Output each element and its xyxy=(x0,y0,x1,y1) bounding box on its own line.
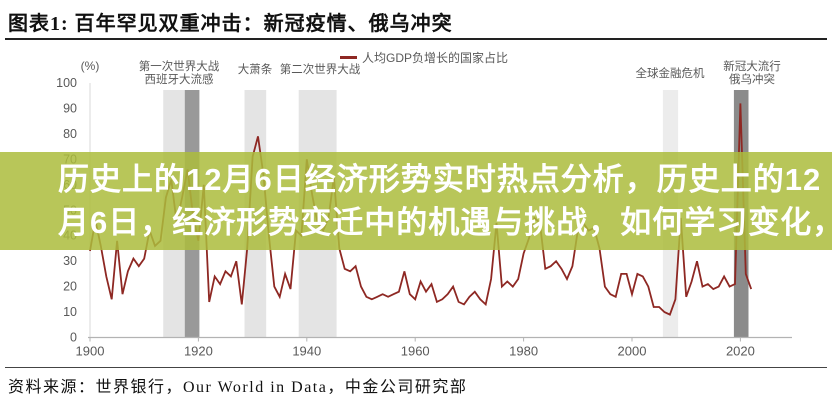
source-note: 资料来源：世界银行，Our World in Data，中金公司研究部 xyxy=(8,379,468,396)
y-tick-label: 10 xyxy=(63,305,77,319)
x-tick-label: 1920 xyxy=(184,344,213,359)
legend-label: 人均GDP负增长的国家占比 xyxy=(362,51,509,65)
x-tick-label: 1960 xyxy=(401,344,430,359)
y-tick-label: 0 xyxy=(70,331,77,345)
y-axis-unit-label: (%) xyxy=(81,59,100,73)
title-divider xyxy=(5,38,827,40)
annotation-covid-ukraine: 新冠大流行 俄乌冲突 xyxy=(723,61,781,86)
figure-title: 图表1: 百年罕见双重冲击：新冠疫情、俄乌冲突 xyxy=(8,13,453,35)
legend-line-icon xyxy=(340,56,357,59)
headline-overlay-line-2: 月6日，经济形势变迁中的机遇与挑战，如何学习变化， xyxy=(58,205,832,240)
annotation-wwii: 第二次世界大战 xyxy=(279,64,361,76)
y-tick-label: 90 xyxy=(63,102,77,116)
x-tick-label: 2020 xyxy=(726,344,755,359)
x-tick-label: 1980 xyxy=(509,344,538,359)
y-tick-label: 20 xyxy=(63,280,77,294)
annotation-great-depression: 大萧条 xyxy=(237,64,273,76)
y-tick-label: 30 xyxy=(63,254,77,268)
headline-overlay-line-1: 历史上的12月6日经济形势实时热点分析，历史上的12 xyxy=(58,162,822,197)
y-tick-label: 100 xyxy=(56,76,77,90)
annotation-wwi-flu: 第一次世界大战 西班牙大流感 xyxy=(138,61,220,86)
x-tick-label: 1940 xyxy=(292,344,321,359)
source-divider xyxy=(5,367,827,368)
y-tick-label: 80 xyxy=(63,127,77,141)
x-tick-label: 2000 xyxy=(618,344,647,359)
chart-legend: 人均GDP负增长的国家占比 xyxy=(340,49,508,66)
headline-overlay-banner: 历史上的12月6日经济形势实时热点分析，历史上的12 月6日，经济形势变迁中的机… xyxy=(0,152,832,250)
x-tick-label: 1900 xyxy=(76,344,105,359)
annotation-gfc: 全球金融危机 xyxy=(635,68,705,80)
